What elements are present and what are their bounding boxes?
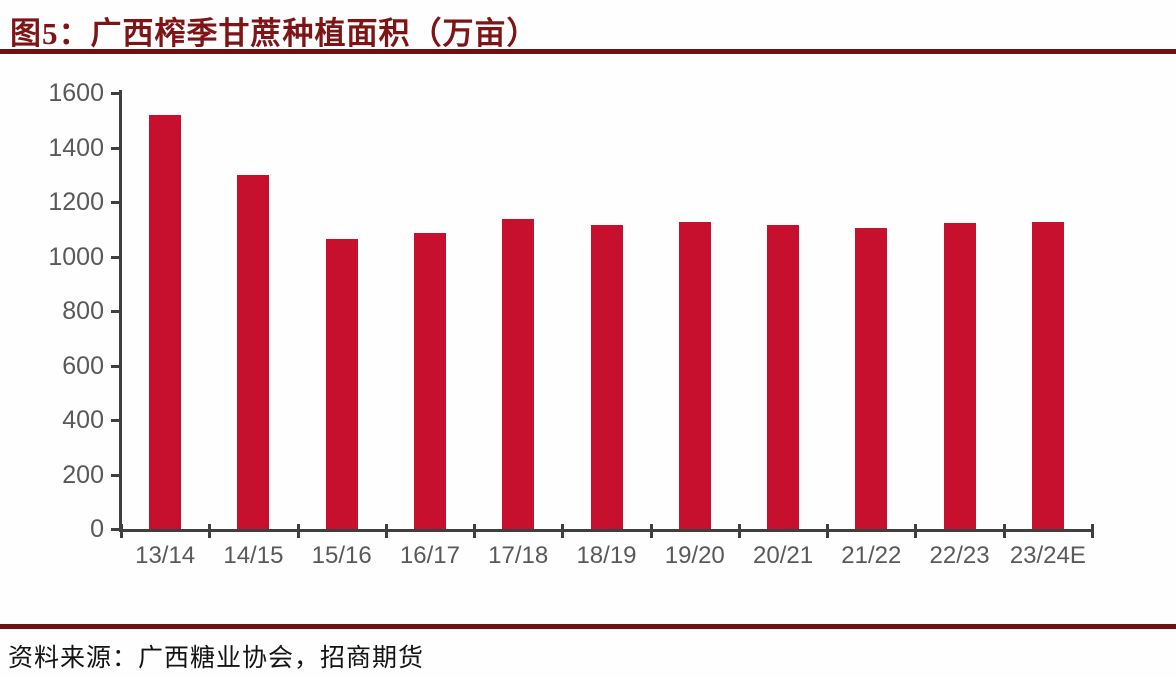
x-tick-mark xyxy=(208,524,212,538)
x-tick-label-21-22: 21/22 xyxy=(841,542,902,569)
x-tick-label-18-19: 18/19 xyxy=(576,542,637,569)
bar-19-20 xyxy=(678,221,711,529)
x-tick-mark xyxy=(737,524,741,538)
figure-title-text: 广西榨季甘蔗种植面积（万亩） xyxy=(90,16,539,51)
y-tick-label-200: 200 xyxy=(62,460,104,489)
x-tick-mark xyxy=(1002,524,1006,538)
y-tick-mark xyxy=(111,419,120,422)
x-tick-label-14-15: 14/15 xyxy=(223,542,284,569)
bar-16-17 xyxy=(413,233,446,529)
x-tick-mark xyxy=(561,524,565,538)
x-tick-mark xyxy=(384,524,388,538)
y-tick-mark xyxy=(111,473,120,477)
bar-15-16 xyxy=(325,239,358,529)
bar-20-21 xyxy=(767,224,800,529)
bar-chart-plot-area: 0 200 400 600 800 1000 1200 1400 1600 13/14 14/15… xyxy=(48,79,1094,569)
x-tick-label-19-20: 19/20 xyxy=(664,542,725,569)
y-tick-mark xyxy=(111,92,120,95)
y-tick-label-600: 600 xyxy=(62,351,104,380)
x-tick-mark xyxy=(473,524,477,538)
bar-22-23 xyxy=(943,223,976,529)
y-tick-mark xyxy=(111,310,120,313)
bar-17-18 xyxy=(502,218,535,529)
x-tick-mark xyxy=(914,524,918,538)
y-tick-mark xyxy=(111,255,120,259)
bar-23-24e xyxy=(1031,222,1064,529)
figure-number-label: 图5： xyxy=(10,16,91,51)
source-note: 资料来源：广西糖业协会，招商期货 xyxy=(8,645,425,672)
y-tick-label-1000: 1000 xyxy=(48,242,104,271)
y-tick-mark xyxy=(111,364,120,368)
y-tick-mark xyxy=(111,146,120,150)
y-tick-label-1200: 1200 xyxy=(48,188,104,216)
x-tick-label-17-18: 17/18 xyxy=(488,542,549,569)
x-axis-line xyxy=(119,529,1094,532)
figure-title: 图5：广西榨季甘蔗种植面积（万亩） xyxy=(10,8,539,53)
x-tick-label-15-16: 15/16 xyxy=(311,542,372,569)
y-tick-label-400: 400 xyxy=(62,406,104,434)
y-tick-mark xyxy=(111,201,120,204)
x-tick-label-22-23: 22/23 xyxy=(929,542,990,569)
x-tick-mark xyxy=(1091,524,1094,538)
x-tick-label-23-24e: 23/24E xyxy=(1009,542,1086,569)
title-underline-rule xyxy=(0,49,1176,54)
x-tick-label-13-14: 13/14 xyxy=(135,542,196,569)
bar-14-15 xyxy=(237,175,270,529)
x-tick-label-16-17: 16/17 xyxy=(399,542,460,569)
footer-rule xyxy=(0,624,1176,629)
x-tick-mark xyxy=(296,524,300,538)
bar-13-14 xyxy=(149,114,182,529)
y-tick-label-0: 0 xyxy=(90,515,104,543)
x-tick-mark xyxy=(649,524,653,538)
bar-21-22 xyxy=(855,228,888,529)
x-tick-mark xyxy=(120,524,123,538)
x-tick-label-20-21: 20/21 xyxy=(753,542,814,569)
y-tick-label-1400: 1400 xyxy=(48,133,104,162)
y-tick-label-800: 800 xyxy=(62,297,104,325)
y-tick-label-1600: 1600 xyxy=(48,79,104,107)
y-axis-line xyxy=(119,90,122,531)
x-tick-mark xyxy=(826,524,830,538)
y-tick-mark xyxy=(111,528,120,531)
bar-18-19 xyxy=(590,224,623,529)
